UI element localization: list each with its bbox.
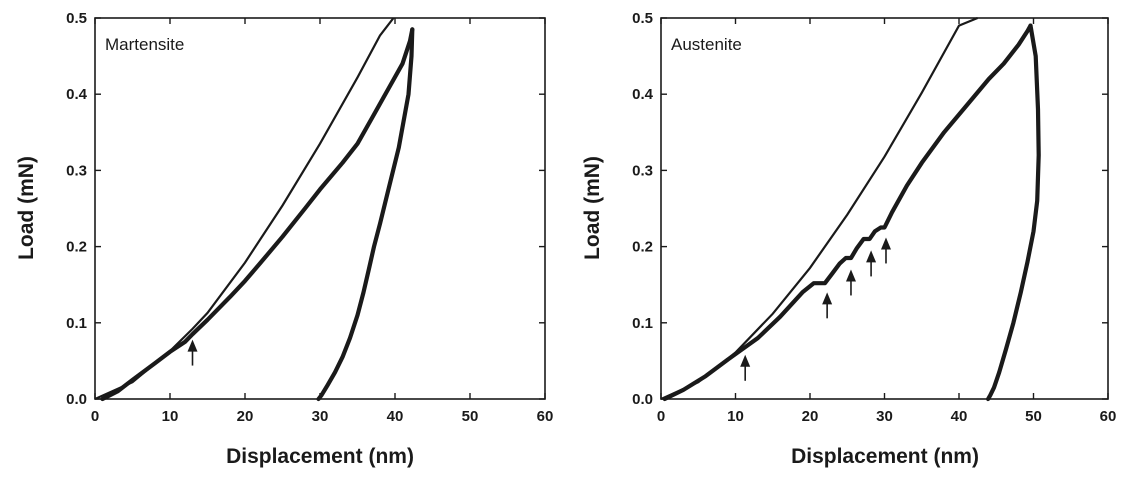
y-tick-label-left: 0.4 [66, 86, 88, 103]
y-tick-label-right: 0.4 [632, 86, 654, 103]
plot-frame-right [660, 17, 1109, 400]
arrow-annotation-right [822, 292, 833, 319]
y-axis-title-left: Load (mN) [15, 156, 38, 260]
x-tick-label-right: 30 [876, 408, 893, 425]
x-tick-label-left: 10 [162, 408, 179, 425]
unloading-curve-right [986, 23, 1041, 402]
x-tick-label-right: 0 [657, 408, 665, 425]
y-tick-label-right: 0.2 [632, 239, 653, 256]
x-tick-label-left: 50 [462, 408, 479, 425]
x-axis-title-right: Displacement (nm) [791, 445, 979, 468]
tick-group-right: 0 10 20 30 40 50 60 0.0 0.1 0.2 0.3 0.4 0.5 [632, 10, 1116, 425]
arrow-annotation-left [187, 339, 198, 366]
tick-group-left: 0 10 20 30 40 50 60 0.0 0.1 0.2 0.3 0.4 0.5 [66, 10, 553, 425]
loading-curve-right [662, 23, 1033, 402]
x-tick-label-right: 10 [727, 408, 744, 425]
loading-curve-left [100, 27, 415, 402]
series-group-left [94, 17, 415, 402]
y-tick-label-right: 0.3 [632, 162, 653, 179]
arrow-annotation-right [866, 250, 877, 277]
x-tick-label-left: 20 [237, 408, 254, 425]
x-tick-label-left: 0 [91, 408, 99, 425]
arrow-annotation-right [845, 269, 856, 296]
panel-label-left: Martensite [105, 35, 184, 54]
chart-panel-right: Austenite Load (mN) Displacement (nm) 0 1… [581, 10, 1116, 468]
x-tick-label-right: 40 [951, 408, 968, 425]
elastic-fit-curve-right [660, 16, 979, 401]
x-tick-label-left: 40 [387, 408, 404, 425]
chart-panel-left: Martensite Load (mN) Displacement (nm) 0… [15, 10, 553, 468]
arrow-group-right [740, 237, 891, 381]
y-tick-label-right: 0.5 [632, 10, 653, 27]
x-tick-label-right: 50 [1025, 408, 1042, 425]
y-tick-label-left: 0.2 [66, 239, 87, 256]
y-tick-label-left: 0.3 [66, 162, 87, 179]
x-tick-label-right: 60 [1100, 408, 1117, 425]
panel-label-right: Austenite [671, 35, 742, 54]
arrow-group-left [187, 339, 198, 366]
series-group-right [660, 16, 1041, 402]
y-tick-label-left: 0.5 [66, 10, 87, 27]
y-tick-label-left: 0.1 [66, 315, 87, 332]
y-tick-label-right: 0.0 [632, 391, 653, 408]
x-tick-label-right: 20 [802, 408, 819, 425]
y-axis-title-right: Load (mN) [581, 156, 604, 260]
y-tick-label-left: 0.0 [66, 391, 87, 408]
arrow-annotation-right [740, 354, 751, 381]
x-tick-label-left: 30 [312, 408, 329, 425]
plot-frame-left [94, 17, 546, 400]
unloading-curve-left [316, 27, 415, 402]
x-axis-title-left: Displacement (nm) [226, 445, 414, 468]
y-tick-label-right: 0.1 [632, 315, 653, 332]
arrow-annotation-right [880, 237, 891, 264]
x-tick-label-left: 60 [537, 408, 554, 425]
